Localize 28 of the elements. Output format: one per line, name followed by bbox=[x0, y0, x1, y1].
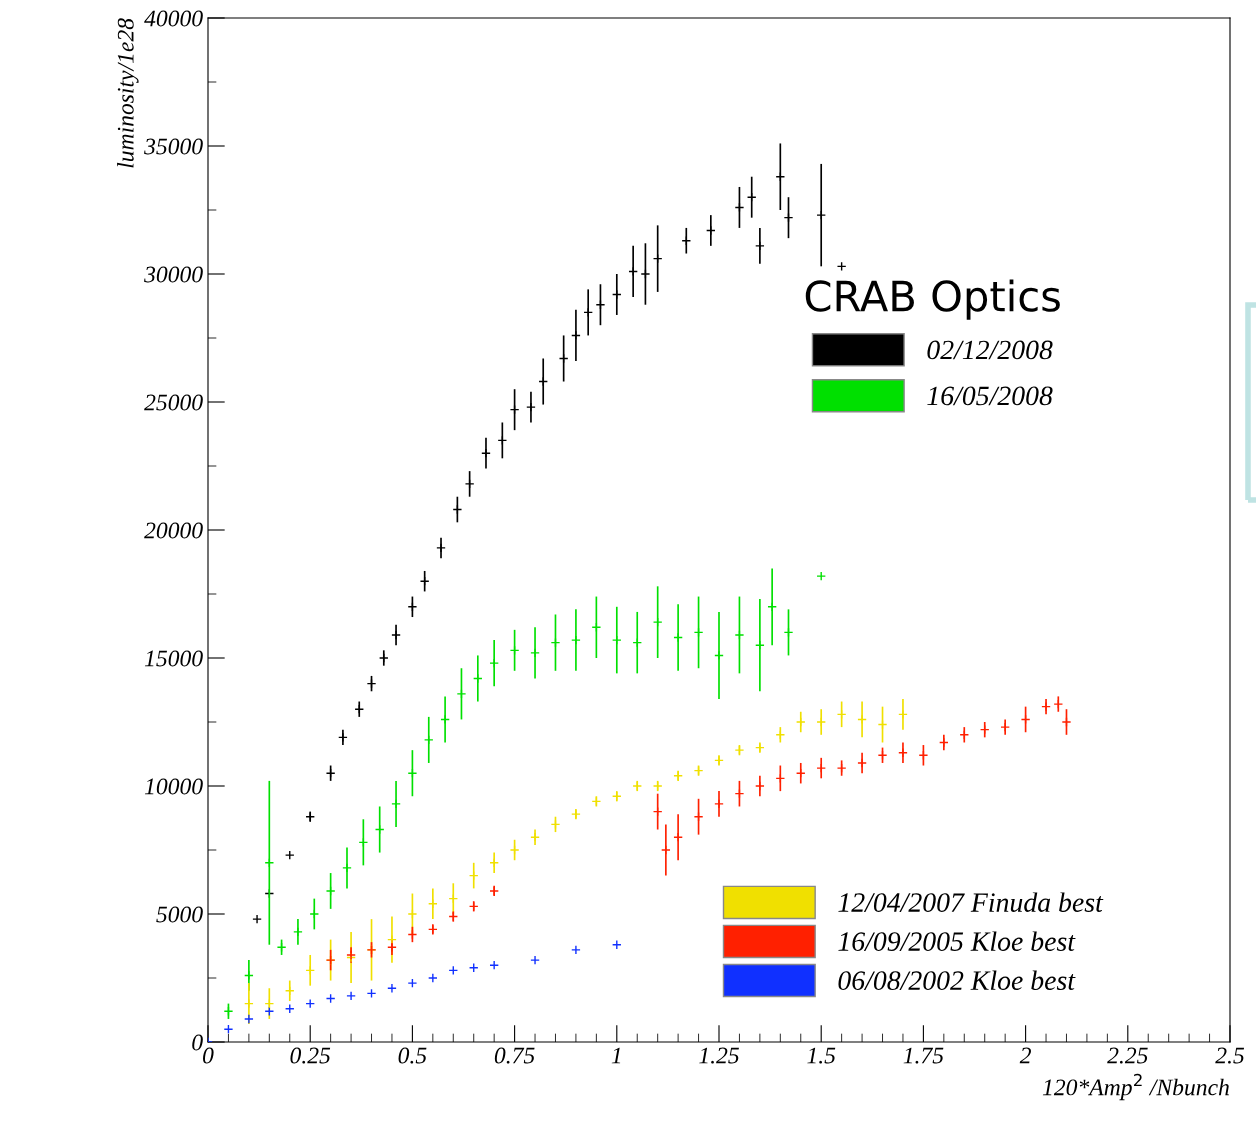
y-tick-label: 20000 bbox=[144, 522, 203, 539]
x-tick-label: 0 bbox=[203, 1047, 214, 1064]
x-tick-label: 0.75 bbox=[494, 1047, 535, 1064]
legend-label: 12/04/2007 Finuda best bbox=[838, 892, 1104, 912]
x-tick-label: 1.5 bbox=[807, 1047, 836, 1064]
y-tick-label: 15000 bbox=[144, 650, 203, 667]
legend-label: 02/12/2008 bbox=[927, 340, 1053, 360]
y-tick-label: 30000 bbox=[144, 266, 203, 283]
x-tick-label: 1.75 bbox=[903, 1047, 944, 1064]
legend-title: CRAB Optics bbox=[805, 279, 1060, 320]
y-tick-label: 25000 bbox=[144, 394, 203, 411]
y-tick-label: 10000 bbox=[144, 778, 203, 795]
y-tick-label: 5000 bbox=[156, 906, 203, 923]
legend-label: 06/08/2002 Kloe best bbox=[838, 970, 1076, 990]
x-tick-label: 1 bbox=[611, 1047, 621, 1064]
legend-label: 16/05/2008 bbox=[927, 386, 1053, 406]
x-tick-label: 2 bbox=[1019, 1047, 1031, 1064]
legend-label: 16/09/2005 Kloe best bbox=[838, 931, 1076, 951]
y-tick-label: 40000 bbox=[144, 10, 203, 27]
y-axis-title: luminosity/1e28 bbox=[117, 18, 139, 168]
x-tick-label: 0.5 bbox=[398, 1047, 427, 1064]
x-tick-label: 2.25 bbox=[1107, 1047, 1148, 1064]
x-tick-label: 1.25 bbox=[699, 1047, 739, 1064]
x-tick-label: 2.5 bbox=[1215, 1047, 1245, 1064]
y-tick-label: 0 bbox=[192, 1034, 203, 1051]
x-tick-label: 0.25 bbox=[290, 1047, 331, 1064]
y-tick-label: 35000 bbox=[144, 138, 203, 155]
x-axis-title: 120*Amp$^{2}$ /Nbunch bbox=[1042, 1073, 1229, 1101]
